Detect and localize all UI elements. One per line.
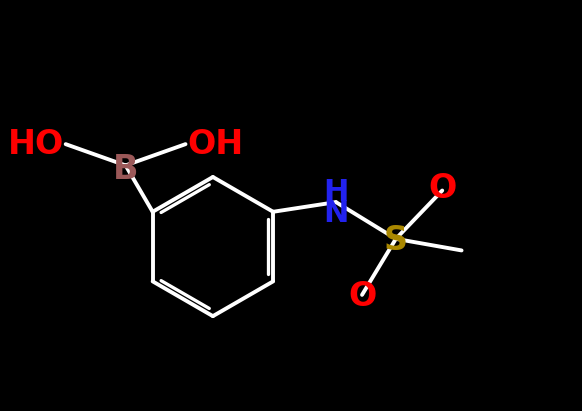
Text: O: O [428,172,456,205]
Text: HO: HO [8,128,64,161]
Text: B: B [113,153,139,186]
Text: N: N [323,199,349,228]
Text: O: O [348,280,376,313]
Text: S: S [384,224,408,257]
Text: OH: OH [187,128,244,161]
Text: H: H [323,178,349,207]
